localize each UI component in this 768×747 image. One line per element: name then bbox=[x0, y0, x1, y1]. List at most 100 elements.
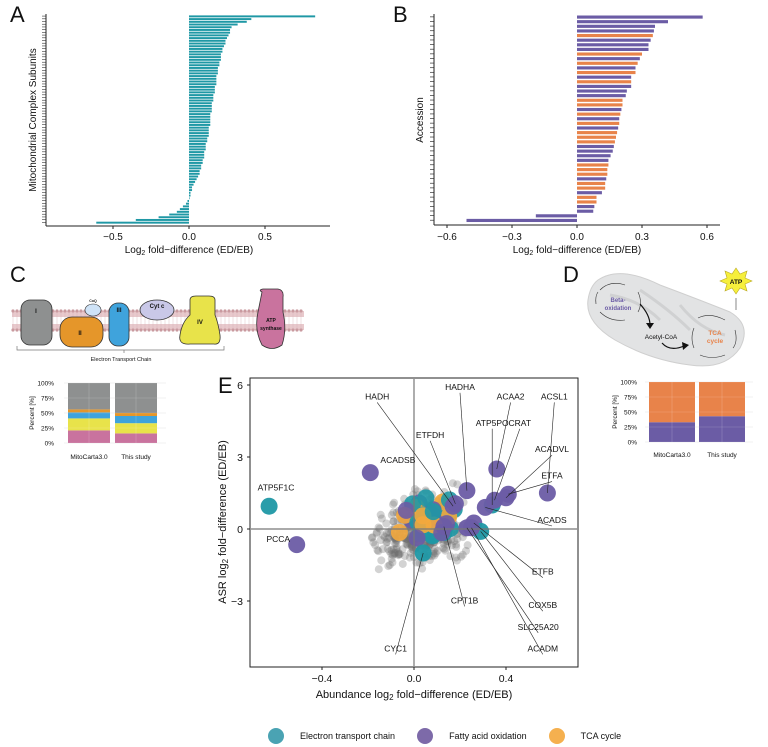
stack-segment bbox=[68, 383, 110, 410]
scatter-point-other bbox=[369, 538, 378, 547]
a-x-tick-label: 0.5 bbox=[258, 232, 272, 243]
scatter-point-other bbox=[406, 548, 415, 557]
complex-ii-label: II bbox=[78, 331, 82, 337]
scatter-point-other bbox=[453, 480, 462, 489]
stack-segment bbox=[115, 383, 157, 413]
scatter-point-other bbox=[452, 542, 461, 551]
b-bar-tca bbox=[577, 70, 636, 75]
scatter-point-other bbox=[405, 553, 414, 562]
a-bar bbox=[189, 142, 206, 145]
stack-y-tick-label: 25% bbox=[624, 425, 637, 432]
label-leader-line bbox=[547, 402, 555, 494]
scatter-point-other bbox=[443, 540, 452, 549]
scatter-point-other bbox=[463, 541, 472, 550]
scatter-point-other bbox=[394, 548, 403, 557]
scatter-point-other bbox=[394, 551, 403, 560]
panel-c-stacked-bar: 0% 25% 50% 75% 100% MitoCarta3.0 This study Per… bbox=[29, 381, 166, 461]
label-leader-line bbox=[459, 392, 468, 491]
a-bar bbox=[189, 96, 214, 99]
a-bar bbox=[189, 85, 215, 88]
stack-category-label: MitoCarta3.0 bbox=[70, 454, 108, 461]
b-bar-tca bbox=[577, 186, 606, 190]
b-bar-tca bbox=[577, 33, 653, 38]
a-bar bbox=[189, 183, 194, 186]
stack-segment bbox=[699, 382, 745, 417]
scatter-point-other bbox=[374, 547, 383, 556]
a-bar bbox=[189, 156, 205, 159]
scatter-point-fao bbox=[397, 501, 415, 519]
point-label: ACADSB bbox=[380, 455, 415, 465]
b-x-tick-label: −0.3 bbox=[502, 232, 522, 243]
a-bar bbox=[189, 104, 212, 107]
a-bar bbox=[189, 61, 220, 64]
a-bar bbox=[189, 161, 203, 164]
scatter-point-acadsb bbox=[361, 464, 379, 482]
a-bar bbox=[189, 159, 203, 162]
scatter-point-other bbox=[441, 546, 450, 555]
b-bar-tca bbox=[577, 131, 618, 135]
scatter-point-other bbox=[398, 559, 407, 568]
scatter-point-other bbox=[383, 534, 392, 543]
a-bar bbox=[189, 137, 208, 140]
a-bar bbox=[189, 134, 209, 137]
scatter-point-other bbox=[392, 543, 401, 552]
a-bar bbox=[189, 64, 220, 67]
panel-d-stacked-bar: 0% 25% 50% 75% 100% MitoCarta3.0 This study Per… bbox=[612, 380, 753, 459]
b-bar-fao bbox=[577, 177, 607, 181]
panel-label-a: A bbox=[10, 2, 25, 27]
a-bar bbox=[189, 80, 217, 83]
scatter-point-other bbox=[382, 538, 391, 547]
point-label: ACADVL bbox=[535, 444, 569, 454]
a-bar bbox=[187, 199, 189, 202]
scatter-point-other bbox=[453, 534, 462, 543]
label-leader-line bbox=[485, 507, 553, 527]
scatter-point-other bbox=[371, 541, 380, 550]
tca-cycle-arrows bbox=[691, 315, 737, 358]
a-bar bbox=[189, 132, 209, 135]
b-bar-fao bbox=[577, 38, 651, 42]
b-bar-fao bbox=[577, 144, 614, 149]
scatter-point-other bbox=[394, 550, 403, 559]
b-x-axis-label: Log2 fold−difference (ED/EB) bbox=[513, 245, 642, 257]
scatter-point-other bbox=[368, 533, 377, 542]
b-bar-fao bbox=[577, 126, 619, 130]
b-y-axis-label: Accession bbox=[415, 97, 426, 143]
stack-segment bbox=[649, 382, 695, 423]
a-bar bbox=[189, 148, 206, 151]
legend-item-tca: TCA cycle bbox=[548, 728, 621, 744]
coq bbox=[84, 303, 102, 317]
scatter-point-other bbox=[389, 517, 398, 526]
a-bar bbox=[189, 110, 212, 113]
b-bar-fao bbox=[577, 43, 649, 47]
scatter-point-other bbox=[429, 547, 438, 556]
label-leader-line bbox=[466, 527, 539, 633]
scatter-point-other bbox=[446, 552, 455, 561]
scatter-point-other bbox=[389, 517, 398, 526]
b-bar-fao bbox=[577, 209, 594, 213]
scatter-point-other bbox=[403, 541, 412, 550]
a-bar bbox=[189, 28, 231, 31]
e-legend: Electron transport chain Fatty acid oxid… bbox=[268, 728, 643, 744]
panel-a-bar-chart: −0.5 0.0 0.5 Mitochondrial Complex Subunit… bbox=[28, 14, 330, 257]
e-y-axis-label: ASR log2 fold−difference (ED/EB) bbox=[217, 440, 230, 604]
a-bar bbox=[182, 205, 189, 208]
label-leader-line bbox=[505, 454, 553, 499]
tca-label: TCA bbox=[708, 330, 722, 337]
a-bar bbox=[189, 191, 191, 194]
panel-label-e: E bbox=[218, 373, 233, 398]
scatter-point-other bbox=[372, 528, 381, 537]
scatter-point-other bbox=[430, 544, 439, 553]
scatter-point-other bbox=[391, 549, 400, 558]
scatter-point-other bbox=[377, 514, 386, 523]
label-leader-line bbox=[480, 531, 544, 612]
a-x-tick-label: 0.0 bbox=[182, 232, 196, 243]
legend-item-fao: Fatty acid oxidation bbox=[417, 728, 527, 744]
scatter-point-other bbox=[388, 551, 397, 560]
b-bar-fao bbox=[577, 47, 649, 51]
point-label: HADHA bbox=[445, 382, 475, 392]
stack-y-axis-label: Percent [%] bbox=[612, 395, 619, 429]
a-bar bbox=[189, 115, 211, 118]
cyt-c-label: Cyt c bbox=[150, 304, 165, 310]
scatter-point-other bbox=[390, 550, 399, 559]
